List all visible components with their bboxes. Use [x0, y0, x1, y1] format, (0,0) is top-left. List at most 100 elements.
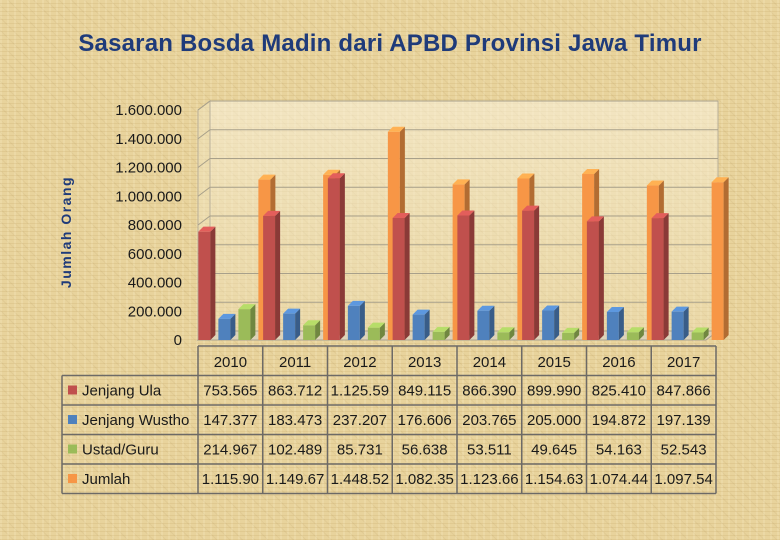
bar-side [250, 304, 256, 340]
data-label: 183.473 [268, 412, 322, 429]
bar-side [554, 305, 560, 340]
bar-top [522, 205, 540, 211]
bar-top [562, 327, 580, 333]
bar-front [198, 231, 211, 340]
bar-front [651, 218, 664, 340]
bar-jenjang-wustho-2011 [283, 308, 301, 340]
bar-jenjang-ula-2013 [392, 212, 410, 340]
bar-front [392, 217, 405, 340]
bar-side [509, 327, 515, 340]
data-label: 866.390 [462, 383, 516, 400]
bar-front [497, 332, 510, 340]
data-label: 753.565 [203, 383, 257, 400]
bar-jenjang-ula-2012 [327, 173, 345, 340]
data-label: 203.765 [462, 412, 516, 429]
data-label: 176.606 [398, 412, 452, 429]
bar-top [671, 306, 689, 312]
legend-label: Jenjang Ula [82, 383, 162, 400]
bar-top [651, 213, 669, 219]
legend-swatch [68, 385, 77, 395]
bar-top [457, 210, 475, 216]
bar-jenjang-ula-2017 [651, 213, 669, 340]
bar-side [315, 320, 321, 340]
data-label: 102.489 [268, 442, 322, 459]
bar-front [522, 210, 535, 340]
bar-front [606, 311, 619, 340]
bar-top [582, 169, 600, 175]
bar-top [626, 327, 644, 333]
bar-side [663, 213, 669, 340]
bar-ustad-guru-2017 [691, 327, 709, 340]
bar-top [452, 179, 470, 185]
bar-top [691, 327, 709, 333]
legend-swatch [68, 474, 77, 483]
data-label: 1.115.90 [202, 471, 259, 488]
bar-top [432, 326, 450, 332]
y-tick-label: 600.000 [128, 246, 182, 263]
bar-jenjang-wustho-2017 [671, 306, 689, 340]
bar-front [412, 314, 425, 340]
gridline [197, 186, 718, 197]
bar-top [606, 306, 624, 312]
bar-side [424, 309, 430, 340]
bar-side [489, 305, 495, 340]
x-tick-label: 2012 [343, 354, 376, 371]
bar-side [339, 173, 345, 340]
bar-side [638, 327, 644, 340]
bar-top [387, 126, 405, 132]
bar-jenjang-wustho-2014 [477, 305, 495, 340]
y-tick-label: 800.000 [128, 217, 182, 234]
bar-jenjang-ula-2014 [457, 210, 475, 340]
bar-front [303, 325, 316, 340]
y-tick-label: 1.200.000 [115, 160, 182, 177]
bar-top [477, 305, 495, 311]
gridline [197, 129, 718, 140]
bar-side [723, 177, 729, 340]
data-label: 1.154.63 [525, 471, 583, 488]
legend-swatch [68, 415, 77, 424]
bar-side [469, 210, 475, 340]
bar-top [392, 212, 410, 218]
bar-jenjang-wustho-2015 [542, 305, 560, 340]
data-label: 863.712 [268, 383, 322, 400]
bar-front [542, 310, 555, 340]
data-label: 53.511 [467, 442, 512, 459]
data-label: 847.866 [657, 383, 711, 400]
data-label: 194.872 [592, 412, 646, 429]
x-tick-label: 2011 [279, 354, 311, 371]
bar-top [258, 174, 276, 180]
data-label: 1.149.67 [266, 471, 324, 488]
bar-jenjang-ula-2010 [198, 226, 216, 340]
bar-front [562, 332, 575, 340]
x-tick-label: 2015 [537, 354, 570, 371]
data-label: 85.731 [337, 442, 383, 459]
bar-front [671, 311, 684, 340]
bar-top [238, 304, 256, 310]
bar-front [477, 310, 490, 340]
bar-jenjang-wustho-2013 [412, 309, 430, 340]
bar-top [586, 216, 604, 222]
bar-top [542, 305, 560, 311]
gridline [197, 158, 718, 168]
bar-front [711, 182, 724, 340]
bar-side [359, 300, 365, 340]
x-tick-label: 2010 [214, 354, 247, 371]
legend-label: Jumlah [82, 471, 130, 488]
bar-front [586, 221, 599, 340]
data-label: 205.000 [527, 412, 581, 429]
bar-side [683, 306, 689, 340]
bar-side [210, 226, 216, 340]
bar-ustad-guru-2010 [238, 304, 256, 340]
bar-front [327, 178, 340, 340]
bar-top [497, 327, 515, 333]
bar-front [218, 318, 231, 340]
x-tick-label: 2016 [602, 354, 635, 371]
y-tick-label: 400.000 [128, 275, 182, 292]
bar-ustad-guru-2014 [497, 327, 515, 340]
data-label: 899.990 [527, 383, 581, 400]
chart-title: Sasaran Bosda Madin dari APBD Provinsi J… [78, 30, 702, 57]
bar-jenjang-wustho-2012 [347, 300, 365, 340]
data-label: 197.139 [657, 412, 711, 429]
gridline [197, 100, 718, 111]
bar-side [404, 212, 410, 340]
